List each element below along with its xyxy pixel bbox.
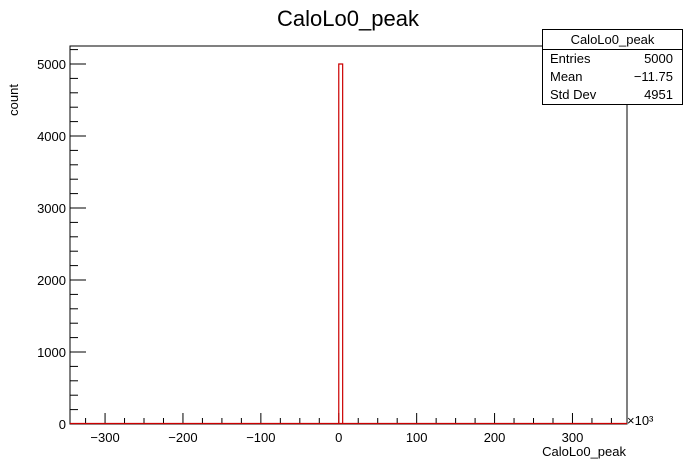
x-axis-label: CaloLo0_peak: [542, 444, 626, 459]
x-tick-label: −300: [90, 430, 119, 445]
x-tick-label: −100: [246, 430, 275, 445]
stats-label-entries: Entries: [550, 51, 591, 66]
y-tick-label: 4000: [37, 129, 66, 144]
histogram-bars: [70, 63, 627, 425]
stats-label-stddev: Std Dev: [550, 87, 597, 102]
y-tick-label: 1000: [37, 345, 66, 360]
stats-box: CaloLo0_peak Entries 5000 Mean −11.75 St…: [542, 29, 683, 105]
stats-value-mean: −11.75: [633, 69, 673, 84]
stats-row-stddev: Std Dev 4951: [543, 86, 682, 104]
histogram-bar: [338, 63, 344, 424]
stats-row-entries: Entries 5000: [543, 50, 682, 68]
x-axis-multiplier: ×10³: [627, 413, 654, 428]
x-tick-label: 300: [562, 430, 584, 445]
stats-value-stddev: 4951: [644, 87, 673, 102]
x-tick-label: 100: [406, 430, 428, 445]
stats-value-entries: 5000: [644, 51, 673, 66]
y-axis-label: count: [6, 84, 21, 116]
x-tick-label: −200: [168, 430, 197, 445]
stats-row-mean: Mean −11.75: [543, 68, 682, 86]
chart-title: CaloLo0_peak: [277, 6, 420, 31]
y-tick-label: 3000: [37, 201, 66, 216]
axis-ticks: −300 −200 −100 0 100 200 300010002000300040005…: [37, 49, 612, 445]
stats-label-mean: Mean: [550, 69, 583, 84]
stats-title: CaloLo0_peak: [543, 30, 682, 50]
x-tick-label: 200: [484, 430, 506, 445]
y-tick-label: 0: [59, 417, 66, 432]
y-tick-label: 5000: [37, 57, 66, 72]
x-tick-label: 0: [335, 430, 342, 445]
y-tick-label: 2000: [37, 273, 66, 288]
